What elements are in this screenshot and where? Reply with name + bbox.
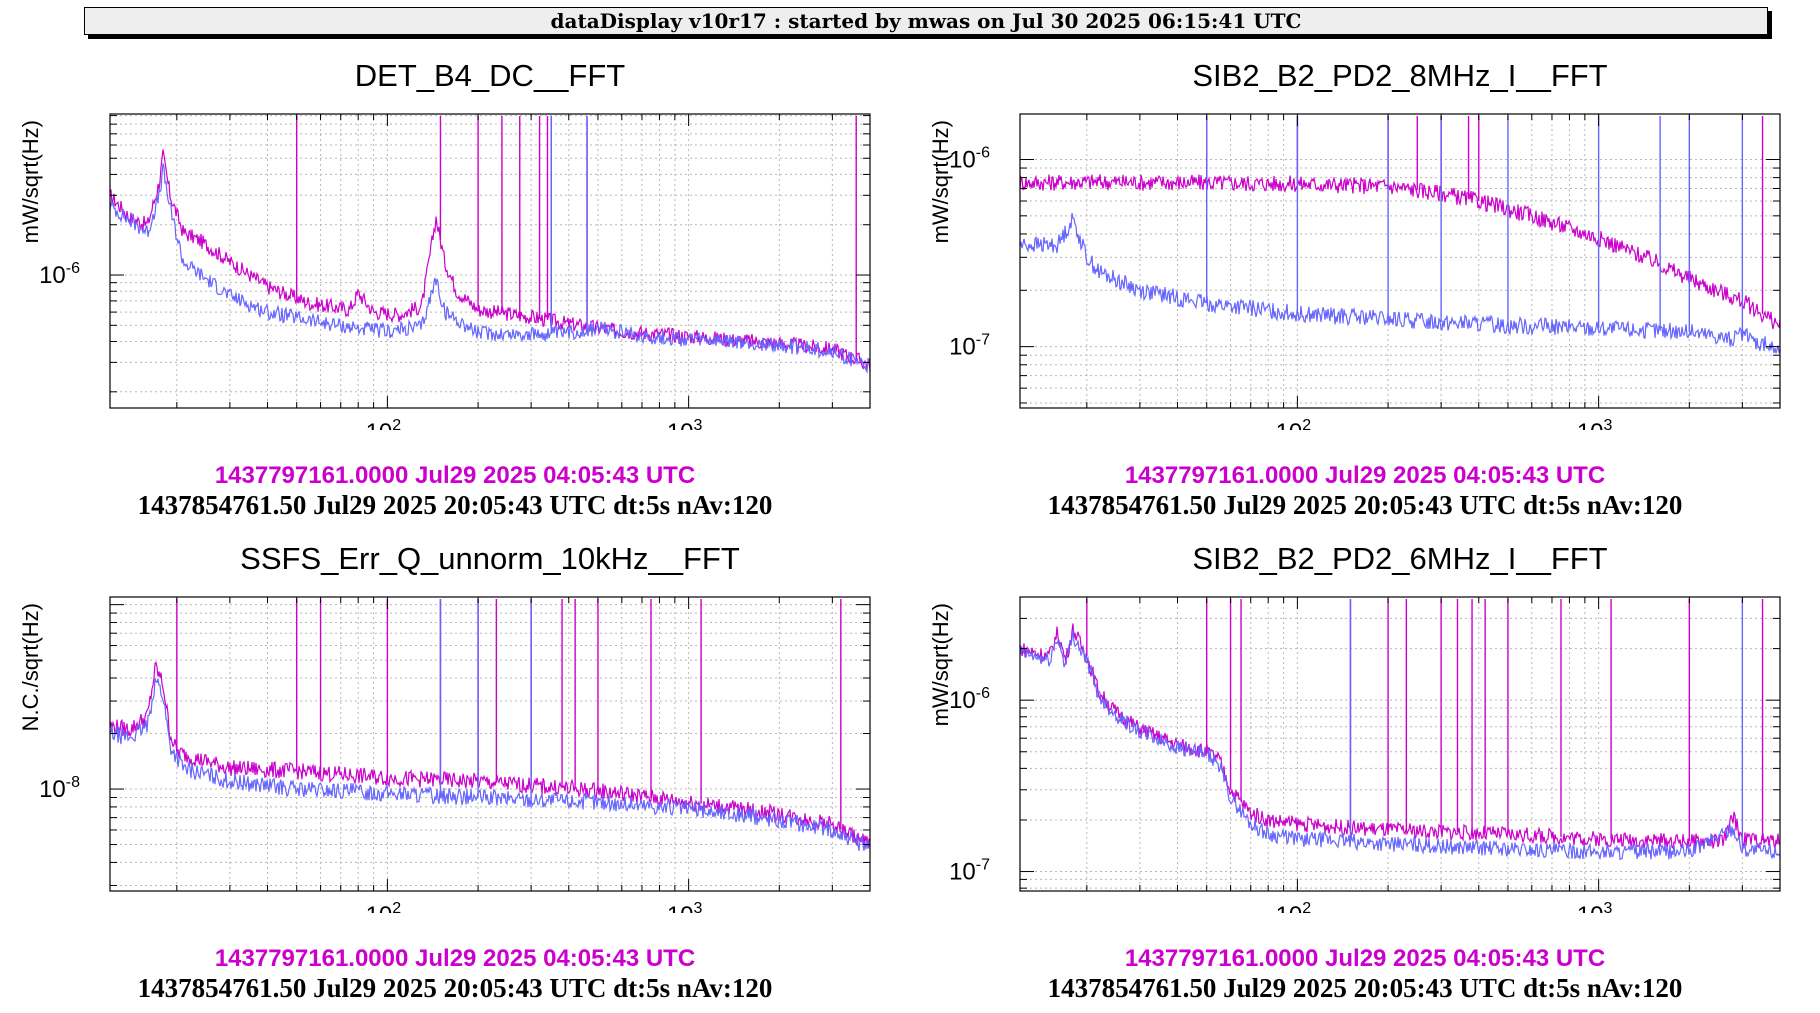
y-axis-label: N.C./sqrt(Hz): [18, 603, 43, 731]
current-timestamp: 1437854761.50 Jul29 2025 20:05:43 UTC dt…: [1047, 490, 1683, 520]
y-tick-exponent: -8: [66, 774, 80, 791]
x-tick-label: 102: [366, 417, 402, 430]
plot-panel-ssfs-err: SSFS_Err_Q_unnorm_10kHz__FFT N.C./sqrt(Hz…: [0, 533, 910, 1013]
x-tick-exponent: 2: [392, 417, 401, 430]
chart-title: DET_B4_DC__FFT: [355, 58, 626, 93]
plot-frame: [1019, 113, 1781, 409]
x-tick-exponent: 2: [392, 900, 401, 913]
spectrum-series: [1019, 174, 1781, 330]
header-title: dataDisplay v10r17 : started by mwas on …: [550, 9, 1302, 33]
y-tick-label: 10-6: [949, 144, 990, 173]
chart-ssfs-err: SSFS_Err_Q_unnorm_10kHz__FFT N.C./sqrt(Hz…: [18, 541, 871, 913]
y-tick-label: 10-6: [39, 260, 80, 289]
y-axis-label: mW/sqrt(Hz): [928, 603, 953, 726]
chart-title: SIB2_B2_PD2_8MHz_I__FFT: [1192, 58, 1607, 93]
spectrum-series: [109, 149, 871, 372]
y-tick-exponent: -7: [976, 857, 990, 874]
chart-sib2-6mhz: SIB2_B2_PD2_6MHz_I__FFT mW/sqrt(Hz) 102 103…: [928, 541, 1781, 913]
y-axis-label: mW/sqrt(Hz): [928, 120, 953, 243]
x-tick-label: 103: [1577, 900, 1613, 913]
reference-timestamp: 1437797161.0000 Jul29 2025 04:05:43 UTC: [1124, 462, 1606, 489]
y-axis-label: mW/sqrt(Hz): [18, 120, 43, 243]
x-tick-label: 102: [366, 900, 402, 913]
y-tick-label: 10-8: [39, 774, 80, 803]
grid: [110, 597, 871, 891]
x-tick-exponent: 3: [694, 417, 703, 430]
x-tick-label: 103: [667, 417, 703, 430]
reference-timestamp: 1437797161.0000 Jul29 2025 04:05:43 UTC: [214, 462, 696, 489]
ticks: [1020, 114, 1781, 408]
spectrum-series: [1019, 623, 1781, 850]
plot-frame: [109, 113, 871, 409]
y-tick-exponent: -7: [976, 332, 990, 349]
current-timestamp: 1437854761.50 Jul29 2025 20:05:43 UTC dt…: [137, 490, 773, 520]
plot-frame: [109, 596, 871, 892]
x-tick-label: 103: [1577, 417, 1613, 430]
plot-panel-sib2-6mhz: SIB2_B2_PD2_6MHz_I__FFT mW/sqrt(Hz) 102 103…: [910, 533, 1820, 1013]
ticks: [110, 114, 871, 408]
spectrum-series: [109, 163, 871, 374]
spectrum-series: [109, 678, 871, 851]
x-tick-label: 102: [1276, 417, 1312, 430]
y-tick-label: 10-7: [949, 857, 990, 886]
reference-timestamp: 1437797161.0000 Jul29 2025 04:05:43 UTC: [214, 945, 696, 972]
chart-title: SIB2_B2_PD2_6MHz_I__FFT: [1192, 541, 1607, 576]
x-tick-exponent: 3: [1604, 417, 1613, 430]
app-header-bar: dataDisplay v10r17 : started by mwas on …: [84, 7, 1768, 35]
y-tick-label: 10-6: [949, 685, 990, 714]
ticks: [110, 597, 871, 891]
x-tick-exponent: 2: [1302, 417, 1311, 430]
x-tick-label: 103: [667, 900, 703, 913]
chart-sib2-8mhz: SIB2_B2_PD2_8MHz_I__FFT mW/sqrt(Hz) 102 103…: [928, 58, 1781, 430]
x-tick-exponent: 2: [1302, 900, 1311, 913]
spectrum-series: [109, 661, 871, 849]
chart-title: SSFS_Err_Q_unnorm_10kHz__FFT: [240, 541, 740, 576]
x-tick-exponent: 3: [1604, 900, 1613, 913]
grid: [1020, 114, 1781, 408]
reference-timestamp: 1437797161.0000 Jul29 2025 04:05:43 UTC: [1124, 945, 1606, 972]
ticks: [1020, 596, 1781, 891]
y-tick-exponent: -6: [976, 685, 990, 702]
y-tick-exponent: -6: [66, 260, 80, 277]
plot-panel-sib2-8mhz: SIB2_B2_PD2_8MHz_I__FFT mW/sqrt(Hz) 102 103…: [910, 50, 1820, 530]
grid: [1020, 596, 1781, 891]
y-tick-exponent: -6: [976, 144, 990, 161]
x-tick-exponent: 3: [694, 900, 703, 913]
plot-frame: [1019, 596, 1781, 892]
current-timestamp: 1437854761.50 Jul29 2025 20:05:43 UTC dt…: [1047, 973, 1683, 1003]
y-tick-label: 10-7: [949, 332, 990, 361]
spectrum-series: [1019, 629, 1781, 861]
spectrum-series: [1019, 212, 1781, 354]
current-timestamp: 1437854761.50 Jul29 2025 20:05:43 UTC dt…: [137, 973, 773, 1003]
x-tick-label: 102: [1276, 900, 1312, 913]
